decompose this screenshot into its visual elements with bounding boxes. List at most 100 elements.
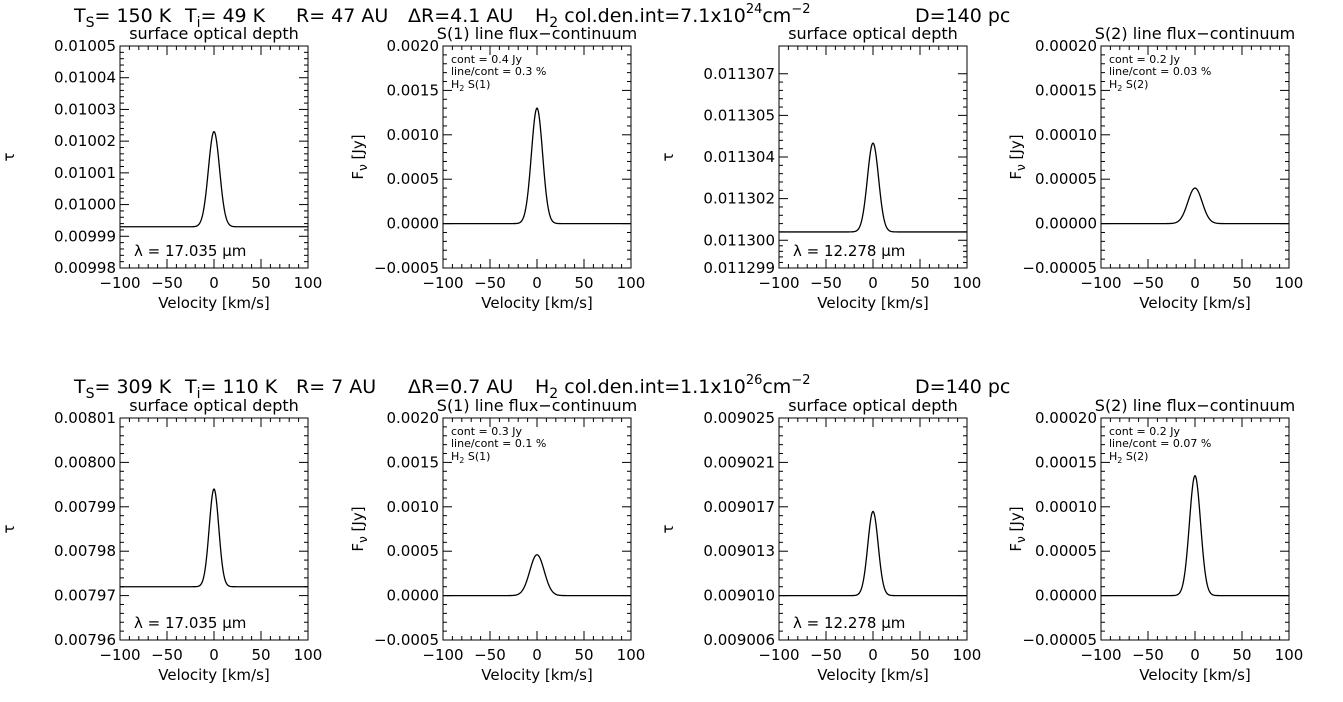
x-tick-label: 50 bbox=[251, 646, 270, 664]
series-line bbox=[443, 554, 631, 597]
y-tick-label: 0.00800 bbox=[54, 453, 116, 471]
y-tick-label: 0.00796 bbox=[54, 631, 116, 649]
x-tick-label: 100 bbox=[1275, 646, 1304, 664]
x-tick-label: 50 bbox=[251, 274, 270, 292]
species-label: H2 S(2) bbox=[1109, 78, 1148, 93]
x-tick-label: −100 bbox=[99, 274, 140, 292]
header-ts: TS= 150 K bbox=[73, 5, 172, 31]
y-axis-label: Fν [Jy] bbox=[1007, 506, 1028, 551]
x-tick-label: 50 bbox=[910, 274, 929, 292]
y-axis-label: τ bbox=[659, 524, 677, 533]
y-tick-label: 0.01000 bbox=[54, 196, 116, 214]
series-line bbox=[120, 488, 308, 588]
x-tick-label: 100 bbox=[617, 274, 646, 292]
y-tick-label: 0.00005 bbox=[1035, 542, 1097, 560]
y-tick-label: 0.01002 bbox=[54, 132, 116, 150]
panel-r0c1: S(1) line flux−continuum −100 −50 0 50 100 Vel… bbox=[349, 24, 645, 312]
plot-frame bbox=[778, 45, 968, 269]
species-label: H2 S(1) bbox=[451, 450, 490, 465]
y-tick-label: 0.00000 bbox=[1035, 215, 1097, 233]
plot-frame bbox=[119, 45, 309, 269]
header-d: D=140 pc bbox=[915, 5, 1010, 27]
header-r: R= 7 AU bbox=[296, 376, 376, 398]
species-label: H2 S(2) bbox=[1109, 450, 1148, 465]
x-tick-label: −100 bbox=[422, 646, 463, 664]
panel-r0c3: S(2) line flux−continuum −100 −50 0 50 100 Vel… bbox=[1007, 24, 1303, 312]
header-d: D=140 pc bbox=[915, 376, 1010, 398]
y-tick-label: 0.01005 bbox=[54, 37, 116, 55]
annotation-text: line/cont = 0.1 % bbox=[451, 437, 546, 450]
x-axis-label: Velocity [km/s] bbox=[1139, 666, 1250, 684]
y-tick-label: 0.00020 bbox=[1035, 37, 1097, 55]
annotation-text: cont = 0.4 Jy bbox=[451, 53, 523, 66]
x-tick-label: 0 bbox=[868, 274, 878, 292]
panel-title: S(1) line flux−continuum bbox=[437, 396, 637, 415]
y-axis-label: Fν [Jy] bbox=[1007, 134, 1028, 179]
x-axis-label: Velocity [km/s] bbox=[817, 666, 928, 684]
panel-title: surface optical depth bbox=[788, 396, 958, 415]
panel-r0c2: surface optical depth −100 −50 0 50 100 Veloci… bbox=[659, 24, 981, 312]
x-tick-label: 0 bbox=[532, 274, 542, 292]
y-tick-label: 0.0010 bbox=[387, 126, 440, 144]
panel-r0c0: surface optical depth −100 −50 0 50 100 Veloci… bbox=[0, 24, 322, 312]
header-dr: ΔR=0.7 AU bbox=[408, 376, 513, 398]
panel-r1c2: surface optical depth −100 −50 0 50 100 Veloci… bbox=[659, 396, 981, 684]
y-tick-label: 0.00799 bbox=[54, 498, 116, 516]
y-tick-label: 0.009010 bbox=[703, 587, 775, 605]
x-tick-label: −50 bbox=[151, 274, 183, 292]
series-line bbox=[779, 142, 967, 233]
x-tick-label: −50 bbox=[474, 646, 506, 664]
y-tick-label: 0.00998 bbox=[54, 259, 116, 277]
x-tick-label: −100 bbox=[99, 646, 140, 664]
x-tick-label: 50 bbox=[1232, 274, 1251, 292]
x-tick-label: −50 bbox=[151, 646, 183, 664]
x-tick-label: 100 bbox=[953, 274, 982, 292]
y-tick-label: 0.011299 bbox=[703, 259, 775, 277]
y-tick-label: 0.00000 bbox=[1035, 587, 1097, 605]
series-line bbox=[120, 130, 308, 228]
y-tick-label: 0.011307 bbox=[703, 65, 775, 83]
annotation-text: line/cont = 0.07 % bbox=[1109, 437, 1211, 450]
series-line bbox=[1101, 187, 1289, 225]
species-label: H2 S(1) bbox=[451, 78, 490, 93]
header-ti: Ti= 110 K bbox=[184, 376, 278, 402]
y-axis-label: Fν [Jy] bbox=[349, 506, 370, 551]
y-tick-label: 0.009025 bbox=[703, 409, 775, 427]
y-tick-label: 0.011302 bbox=[703, 190, 775, 208]
y-axis-label: τ bbox=[0, 152, 18, 161]
panel-r1c0: surface optical depth −100 −50 0 50 100 Veloci… bbox=[0, 396, 322, 684]
header-dr: ΔR=4.1 AU bbox=[408, 5, 513, 27]
x-axis-label: Velocity [km/s] bbox=[1139, 294, 1250, 312]
y-tick-label: 0.00010 bbox=[1035, 126, 1097, 144]
header-colden: H2 col.den.int=7.1x1024cm−2 bbox=[535, 2, 811, 31]
x-axis-label: Velocity [km/s] bbox=[817, 294, 928, 312]
y-axis-label: τ bbox=[0, 524, 18, 533]
x-tick-label: 50 bbox=[1232, 646, 1251, 664]
series-line bbox=[443, 107, 631, 225]
x-tick-label: −100 bbox=[1080, 274, 1121, 292]
x-tick-label: 0 bbox=[868, 646, 878, 664]
y-tick-label: 0.0010 bbox=[387, 498, 440, 516]
x-tick-label: 100 bbox=[617, 646, 646, 664]
header-r: R= 47 AU bbox=[296, 5, 388, 27]
y-tick-label: 0.009006 bbox=[703, 631, 775, 649]
x-tick-label: −100 bbox=[422, 274, 463, 292]
y-tick-label: 0.009013 bbox=[703, 542, 775, 560]
x-tick-label: −100 bbox=[1080, 646, 1121, 664]
panel-title: S(1) line flux−continuum bbox=[437, 24, 637, 43]
y-tick-label: 0.0015 bbox=[387, 453, 440, 471]
y-tick-label: −0.00005 bbox=[1022, 631, 1097, 649]
wavelength-label: λ = 17.035 μm bbox=[134, 242, 246, 260]
y-tick-label: −0.0005 bbox=[374, 631, 439, 649]
x-tick-label: 100 bbox=[294, 646, 323, 664]
panel-title: S(2) line flux−continuum bbox=[1095, 24, 1295, 43]
y-tick-label: 0.00010 bbox=[1035, 498, 1097, 516]
header-ti: Ti= 49 K bbox=[184, 5, 266, 31]
x-tick-label: 100 bbox=[294, 274, 323, 292]
series-line bbox=[779, 510, 967, 597]
y-tick-label: 0.00797 bbox=[54, 587, 116, 605]
x-tick-label: −50 bbox=[810, 274, 842, 292]
annotation-text: cont = 0.3 Jy bbox=[451, 425, 523, 438]
annotation-text: cont = 0.2 Jy bbox=[1109, 53, 1181, 66]
